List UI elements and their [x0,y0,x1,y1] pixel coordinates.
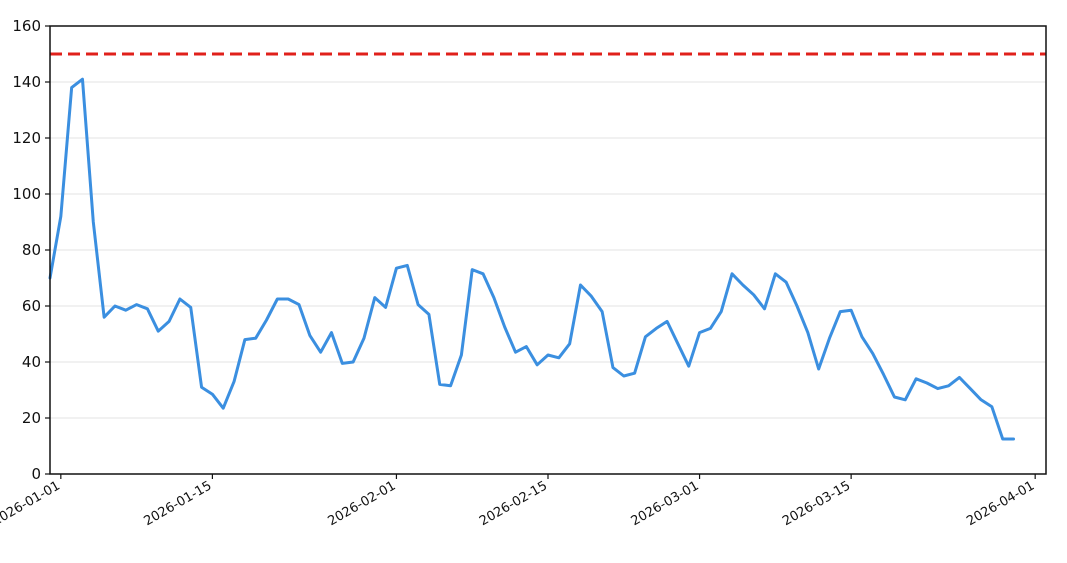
x-tick-label: 2026-02-01 [325,478,398,529]
grid-lines [50,81,1046,419]
series-line [48,77,1016,441]
y-tick-label: 100 [12,185,41,203]
y-tick-label: 60 [22,297,41,315]
x-axis: 2026-01-01 2026-01-15 2026-02-01 2026-02-15… [0,474,1037,529]
x-tick-label: 2026-04-01 [964,478,1037,529]
y-tick-label: 0 [31,465,41,483]
x-tick-label: 2026-03-01 [629,478,702,529]
y-tick-label: 160 [12,17,41,35]
x-tick-label: 2026-03-15 [780,478,853,529]
y-tick-label: 40 [22,353,41,371]
x-tick-label: 2026-02-15 [477,478,550,529]
x-tick-label: 2026-01-01 [0,478,63,529]
series-layer [48,77,1016,441]
y-tick-label: 140 [12,73,41,91]
y-tick-label: 20 [22,409,41,427]
y-tick-label: 80 [22,241,41,259]
y-tick-label: 120 [12,129,41,147]
y-axis: 0 20 40 60 80 100 120 140 160 [12,17,50,483]
x-tick-label: 2026-01-15 [141,478,214,529]
